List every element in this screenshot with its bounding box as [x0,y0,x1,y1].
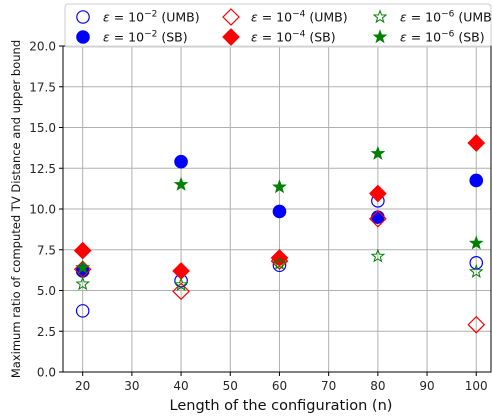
data-point [75,304,90,318]
legend-marker [222,28,240,46]
y-axis-title: Maximum ratio of computed TV Distance an… [9,40,23,378]
data-point [272,255,287,270]
y-tick-label: 15.0 [29,121,56,135]
legend-marker [372,9,388,24]
series-5 [75,145,484,274]
data-point [173,176,189,191]
data-point [73,241,92,260]
data-point [75,259,91,274]
x-tick-label: 100 [465,379,488,393]
y-tick-label: 10.0 [29,203,56,217]
data-point [172,262,190,280]
y-tick-label: 7.5 [37,243,56,257]
legend-marker [76,30,90,44]
x-tick-label: 60 [272,379,287,393]
x-axis-title: Length of the configuration (n) [170,398,393,414]
legend-label: ε = 10−4 (SB) [251,30,336,45]
x-tick-label: 50 [223,379,238,393]
data-point [173,277,189,292]
series-4 [75,248,484,292]
legend-label: ε = 10−2 (UMB) [103,10,200,25]
y-tick-label: 2.5 [37,325,56,339]
legend-label: ε = 10−6 (UMB [400,10,492,25]
legend-label: ε = 10−4 (UMB) [251,10,348,25]
x-tick-label: 40 [173,379,188,393]
legend-label: ε = 10−6 (SB) [400,30,485,45]
data-point [370,145,386,160]
data-markers [73,134,486,334]
data-point [467,315,486,334]
data-point [75,276,91,291]
legend-label: ε = 10−2 (SB) [103,30,188,45]
data-point [469,255,484,270]
data-point [172,282,190,301]
data-point [174,154,188,169]
legend-marker [222,8,240,26]
data-point [371,210,385,224]
x-tick-label: 30 [124,379,139,393]
data-point [468,235,484,250]
data-point [272,179,287,194]
x-tick-label: 20 [75,379,90,393]
data-point [370,248,386,263]
legend-marker [76,10,90,24]
x-tick-label: 90 [419,379,434,393]
x-tick-label: 80 [370,379,385,393]
axis-ticks: 20 30 40 50 60 70 80 90 100 0.0 2.5 5.0 7.5 10.0 12.5 1… [29,40,487,394]
y-tick-label: 0.0 [37,366,56,380]
x-tick-label: 70 [321,379,336,393]
legend-marker [372,29,388,44]
legend: ε = 10−2 (UMB) ε = 10−2 (SB) ε = 10−4 (UMB… [64,3,492,48]
data-point [468,263,484,279]
y-tick-label: 20.0 [29,40,56,54]
data-point [469,173,484,188]
data-point [369,184,387,203]
series-3 [73,134,486,280]
data-point [272,204,287,219]
y-tick-label: 17.5 [29,80,56,94]
y-tick-label: 5.0 [37,284,56,298]
data-point [369,209,387,228]
data-point [467,134,486,152]
y-tick-label: 12.5 [29,162,56,176]
